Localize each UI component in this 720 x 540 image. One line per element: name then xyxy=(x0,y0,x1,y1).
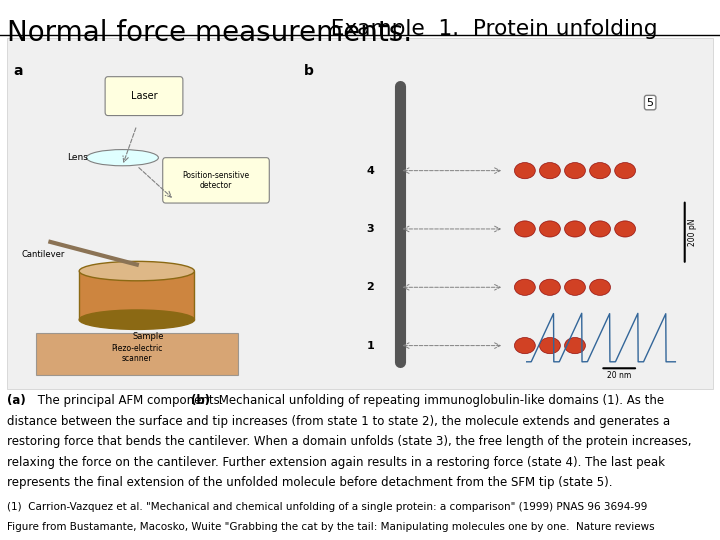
Text: Figure from Bustamante, Macosko, Wuite "Grabbing the cat by the tail: Manipulati: Figure from Bustamante, Macosko, Wuite "… xyxy=(7,522,654,532)
Ellipse shape xyxy=(514,163,536,179)
Text: Normal force measurements.: Normal force measurements. xyxy=(7,19,413,47)
Text: Example  1.  Protein unfolding: Example 1. Protein unfolding xyxy=(317,19,657,39)
Ellipse shape xyxy=(615,221,636,237)
FancyBboxPatch shape xyxy=(105,77,183,116)
Text: 5: 5 xyxy=(647,98,654,107)
Ellipse shape xyxy=(86,150,158,166)
Ellipse shape xyxy=(564,163,585,179)
FancyBboxPatch shape xyxy=(163,158,269,203)
Ellipse shape xyxy=(514,338,536,354)
Ellipse shape xyxy=(564,338,585,354)
Text: Sample: Sample xyxy=(132,332,164,341)
Bar xyxy=(79,271,194,320)
Ellipse shape xyxy=(79,310,194,329)
Text: The principal AFM components.: The principal AFM components. xyxy=(34,394,227,407)
Ellipse shape xyxy=(564,279,585,295)
Text: (b): (b) xyxy=(191,394,210,407)
Text: (1)  Carrion-Vazquez et al. "Mechanical and chemical unfolding of a single prote: (1) Carrion-Vazquez et al. "Mechanical a… xyxy=(7,502,647,512)
Text: distance between the surface and tip increases (from state 1 to state 2), the mo: distance between the surface and tip inc… xyxy=(7,415,670,428)
Text: Cantilever: Cantilever xyxy=(22,251,65,259)
Ellipse shape xyxy=(514,279,536,295)
Text: Laser: Laser xyxy=(131,91,157,101)
Text: b: b xyxy=(304,64,313,78)
Text: 1: 1 xyxy=(366,341,374,350)
Text: 3: 3 xyxy=(366,224,374,234)
Ellipse shape xyxy=(539,338,560,354)
Text: Mechanical unfolding of repeating immunoglobulin-like domains (1). As the: Mechanical unfolding of repeating immuno… xyxy=(215,394,664,407)
Text: 20 nm: 20 nm xyxy=(607,371,631,380)
Ellipse shape xyxy=(590,221,611,237)
Text: Lens: Lens xyxy=(67,153,88,162)
Bar xyxy=(36,333,238,375)
Ellipse shape xyxy=(79,261,194,281)
Ellipse shape xyxy=(590,163,611,179)
Text: 200 pN: 200 pN xyxy=(688,219,698,246)
Text: 4: 4 xyxy=(366,166,374,176)
Text: Position-sensitive
detector: Position-sensitive detector xyxy=(182,171,250,190)
Text: 2: 2 xyxy=(366,282,374,292)
Text: a: a xyxy=(13,64,22,78)
Ellipse shape xyxy=(539,163,560,179)
Ellipse shape xyxy=(564,221,585,237)
Ellipse shape xyxy=(539,279,560,295)
Text: Piezo-electric
scanner: Piezo-electric scanner xyxy=(111,344,163,363)
Text: represents the final extension of the unfolded molecule before detachment from t: represents the final extension of the un… xyxy=(7,476,613,489)
Ellipse shape xyxy=(590,279,611,295)
FancyBboxPatch shape xyxy=(7,38,713,389)
Ellipse shape xyxy=(514,221,536,237)
Ellipse shape xyxy=(615,163,636,179)
Text: (a): (a) xyxy=(7,394,26,407)
Text: restoring force that bends the cantilever. When a domain unfolds (state 3), the : restoring force that bends the cantileve… xyxy=(7,435,692,448)
Ellipse shape xyxy=(539,221,560,237)
Text: relaxing the force on the cantilever. Further extension again results in a resto: relaxing the force on the cantilever. Fu… xyxy=(7,456,665,469)
